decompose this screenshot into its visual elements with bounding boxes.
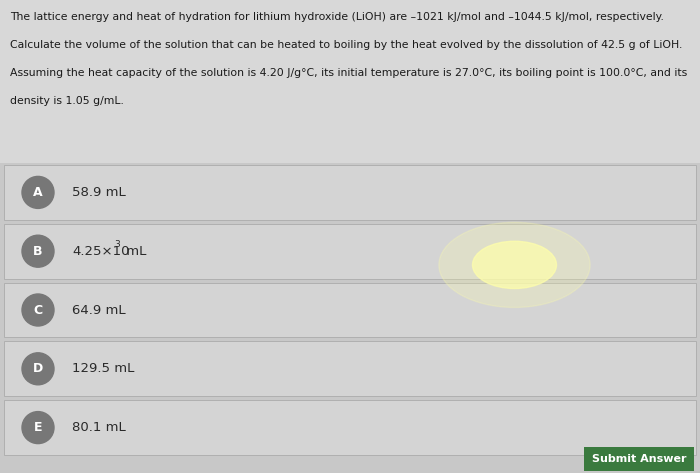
- FancyBboxPatch shape: [4, 165, 696, 220]
- Text: Assuming the heat capacity of the solution is 4.20 J/g°C, its initial temperatur: Assuming the heat capacity of the soluti…: [10, 68, 687, 78]
- Text: density is 1.05 g/mL.: density is 1.05 g/mL.: [10, 96, 124, 106]
- Text: A: A: [33, 186, 43, 199]
- Text: B: B: [34, 245, 43, 258]
- FancyBboxPatch shape: [4, 282, 696, 337]
- Text: 4.25×10: 4.25×10: [72, 245, 130, 258]
- Circle shape: [22, 176, 54, 209]
- Ellipse shape: [439, 222, 590, 307]
- Text: 80.1 mL: 80.1 mL: [72, 421, 126, 434]
- FancyBboxPatch shape: [4, 224, 696, 279]
- Text: D: D: [33, 362, 43, 375]
- Circle shape: [22, 235, 54, 267]
- Text: Calculate the volume of the solution that can be heated to boiling by the heat e: Calculate the volume of the solution tha…: [10, 40, 682, 50]
- FancyBboxPatch shape: [0, 0, 700, 163]
- Text: mL: mL: [122, 245, 146, 258]
- Text: 129.5 mL: 129.5 mL: [72, 362, 134, 375]
- Text: 64.9 mL: 64.9 mL: [72, 304, 125, 316]
- Text: The lattice energy and heat of hydration for lithium hydroxide (LiOH) are –1021 : The lattice energy and heat of hydration…: [10, 12, 664, 22]
- Ellipse shape: [473, 241, 556, 289]
- FancyBboxPatch shape: [4, 342, 696, 396]
- FancyBboxPatch shape: [584, 447, 694, 471]
- Text: Submit Answer: Submit Answer: [592, 454, 686, 464]
- Text: C: C: [34, 304, 43, 316]
- FancyBboxPatch shape: [4, 400, 696, 455]
- Text: 58.9 mL: 58.9 mL: [72, 186, 126, 199]
- Circle shape: [22, 294, 54, 326]
- Circle shape: [22, 412, 54, 444]
- Circle shape: [22, 353, 54, 385]
- Text: E: E: [34, 421, 42, 434]
- Text: 3: 3: [114, 240, 120, 249]
